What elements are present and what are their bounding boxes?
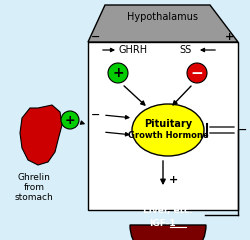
Text: Hypothalamus: Hypothalamus — [128, 12, 198, 22]
Text: +: + — [226, 32, 234, 42]
Circle shape — [108, 63, 128, 83]
Text: from: from — [24, 184, 44, 192]
Text: −: − — [238, 125, 248, 135]
Bar — [88, 42, 238, 210]
Text: Ghrelin: Ghrelin — [18, 174, 50, 182]
Text: Liver, etc.: Liver, etc. — [143, 205, 193, 215]
Text: −: − — [91, 110, 101, 120]
Text: SS: SS — [179, 45, 191, 55]
Ellipse shape — [132, 104, 204, 156]
Text: −: − — [91, 32, 101, 42]
Text: −: − — [191, 66, 203, 80]
Text: stomach: stomach — [14, 193, 54, 203]
Text: IGF-1: IGF-1 — [149, 220, 175, 228]
Text: Growth Hormone: Growth Hormone — [128, 132, 208, 140]
Polygon shape — [88, 5, 238, 42]
Circle shape — [61, 111, 79, 129]
Text: GHRH: GHRH — [118, 45, 148, 55]
Polygon shape — [20, 105, 62, 165]
Text: +: + — [65, 114, 75, 126]
Text: +: + — [168, 175, 177, 185]
Text: +: + — [112, 66, 124, 80]
Wedge shape — [130, 225, 206, 240]
Text: Pituitary: Pituitary — [144, 119, 192, 129]
Circle shape — [187, 63, 207, 83]
